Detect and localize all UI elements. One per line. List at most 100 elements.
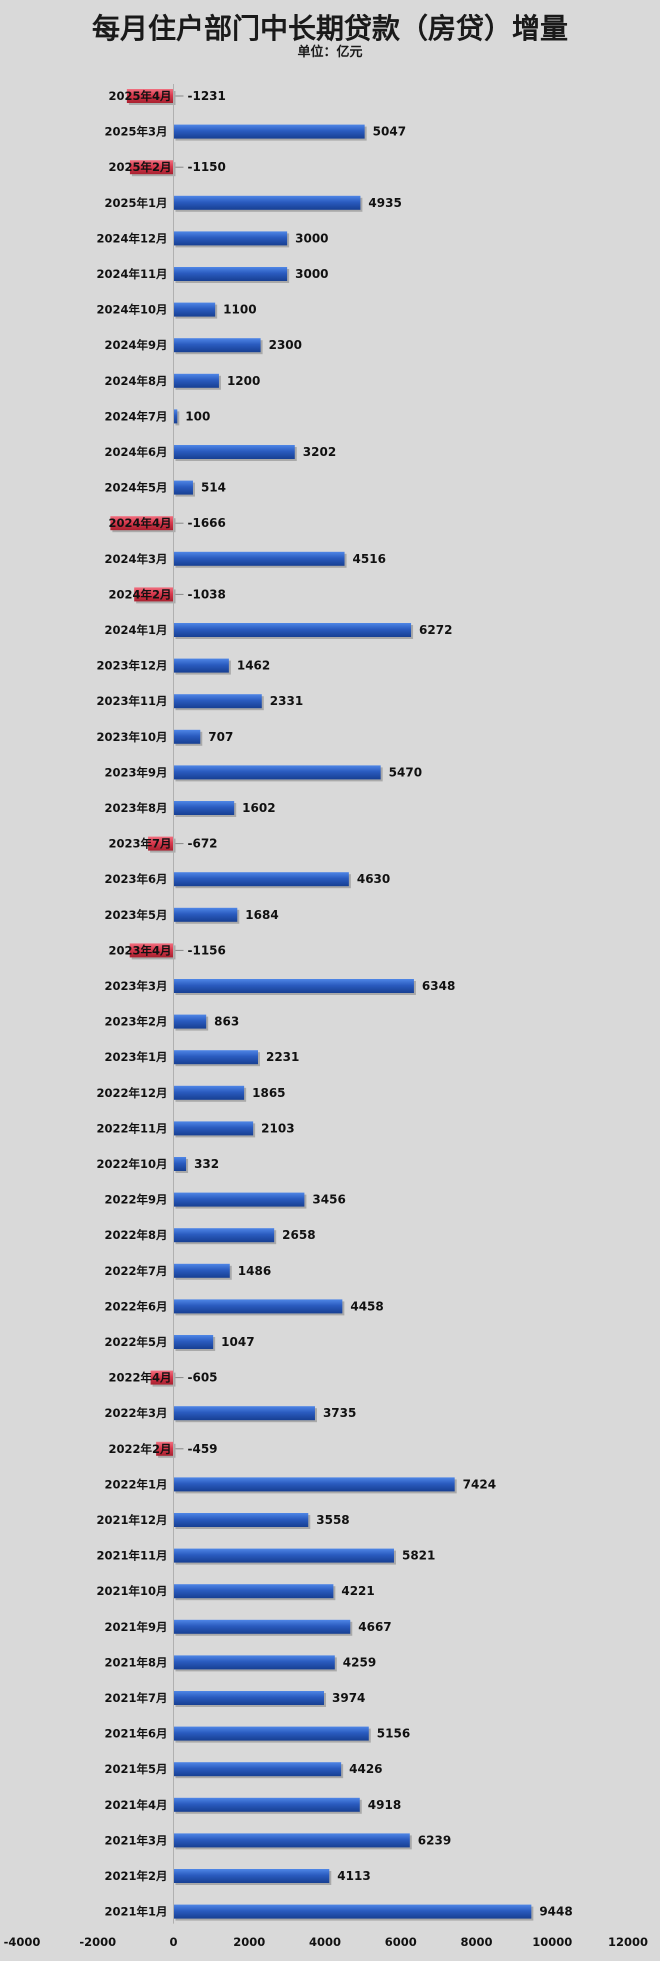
bar-positive (173, 1833, 410, 1848)
category-label: 2022年3月 (104, 1406, 167, 1420)
x-tick-label: 10000 (532, 1935, 572, 1949)
data-label: 2231 (266, 1050, 299, 1064)
data-label: 1047 (221, 1335, 254, 1349)
category-label: 2023年4月 (108, 943, 171, 957)
bar-row: 2021年9月 4667 (104, 1619, 392, 1636)
bar-positive (173, 267, 288, 281)
category-label: 2024年7月 (104, 409, 167, 423)
bar-positive (173, 979, 414, 993)
category-label: 2023年6月 (104, 872, 167, 886)
bar-row: 2024年8月 1200 (104, 373, 260, 390)
category-label: 2023年12月 (96, 659, 167, 673)
data-label: 6348 (422, 979, 455, 993)
category-label: 2023年11月 (96, 694, 167, 708)
category-label: 2024年8月 (104, 374, 167, 388)
category-label: 2023年10月 (96, 730, 167, 744)
category-label: 2022年6月 (104, 1299, 167, 1313)
data-label: 4259 (343, 1655, 376, 1669)
data-label: 4935 (368, 196, 401, 210)
bar-row: 2023年9月 5470 (104, 765, 422, 782)
bar-row: 2021年11月 5821 (96, 1548, 435, 1565)
category-label: 2023年3月 (104, 979, 167, 993)
bar-positive (173, 907, 238, 922)
data-label: 1200 (227, 374, 260, 388)
x-tick-label: 4000 (309, 1935, 341, 1949)
bar-positive (173, 694, 262, 709)
data-label: 3202 (303, 445, 336, 459)
category-label: 2024年2月 (108, 587, 171, 601)
data-label: 4113 (337, 1869, 370, 1883)
data-label: 4667 (358, 1620, 391, 1634)
category-label: 2022年9月 (104, 1193, 167, 1207)
category-label: 2022年7月 (104, 1264, 167, 1278)
x-tick-label: 12000 (608, 1935, 648, 1949)
bar-positive (173, 1477, 455, 1492)
bar-row: 2022年1月 7424 (104, 1477, 496, 1494)
bar-row: 2023年6月 4630 (104, 872, 390, 889)
category-label: 2024年5月 (104, 481, 167, 495)
bar-negative (129, 160, 174, 175)
data-label: 6239 (418, 1833, 451, 1847)
category-label: 2023年7月 (108, 837, 171, 851)
bar-row: 2025年2月 -1150 (108, 160, 226, 177)
bar-row: 2024年7月 100 (104, 409, 210, 426)
bar-row: 2024年5月 514 (104, 480, 226, 497)
data-label: 1684 (245, 908, 278, 922)
x-tick-label: -2000 (79, 1935, 116, 1949)
data-label: -605 (188, 1371, 218, 1385)
bar-row: 2023年10月 707 (96, 729, 233, 746)
x-tick-label: -4000 (4, 1935, 41, 1949)
bar-positive (173, 195, 361, 210)
bar-row: 2023年5月 1684 (104, 907, 279, 924)
bar-positive (173, 1869, 330, 1883)
data-label: 1486 (238, 1264, 271, 1278)
bar-positive (173, 231, 288, 246)
bar-positive (173, 1584, 334, 1599)
bar-row: 2021年3月 6239 (104, 1833, 451, 1850)
bar-positive (173, 1904, 532, 1919)
bar-positive (173, 765, 381, 780)
data-label: 5047 (373, 125, 406, 139)
bar-row: 2021年10月 4221 (96, 1584, 375, 1601)
data-label: -1666 (188, 516, 226, 530)
category-label: 2021年2月 (104, 1869, 167, 1883)
bar-positive (173, 1726, 369, 1741)
data-label: 332 (194, 1157, 219, 1171)
bar-row: 2022年10月 332 (96, 1157, 219, 1173)
data-label: 4458 (350, 1299, 383, 1313)
bar-row: 2024年2月 -1038 (108, 587, 226, 604)
category-label: 2024年1月 (104, 623, 167, 637)
category-label: 2025年4月 (108, 89, 171, 103)
bar-positive (173, 872, 349, 887)
category-label: 2021年11月 (96, 1549, 167, 1563)
x-tick-label: 0 (169, 1935, 177, 1949)
bar-positive (173, 1050, 258, 1065)
bar-positive (173, 1157, 187, 1171)
category-label: 2021年6月 (104, 1727, 167, 1741)
data-label: -1231 (188, 89, 226, 103)
bar-positive (173, 1762, 342, 1777)
bar-row: 2022年4月 -605 (108, 1370, 218, 1387)
category-label: 2023年8月 (104, 801, 167, 815)
category-label: 2022年8月 (104, 1228, 167, 1242)
data-label: -672 (188, 837, 218, 851)
category-label: 2022年4月 (108, 1371, 171, 1385)
x-axis-ticks: -4000 -2000 0 2000 4000 6000 8000 10000 12000 (4, 84, 648, 1949)
bar-negative (150, 1370, 174, 1385)
data-label: 1100 (223, 303, 256, 317)
data-label: 3456 (312, 1193, 345, 1207)
data-label: 4516 (353, 552, 386, 566)
category-label: 2021年9月 (104, 1620, 167, 1634)
category-label: 2023年9月 (104, 765, 167, 779)
data-label: 3974 (332, 1691, 365, 1705)
bar-positive (173, 445, 295, 459)
category-label: 2022年1月 (104, 1477, 167, 1491)
bar-row: 2021年12月 3558 (96, 1513, 350, 1529)
x-tick-label: 6000 (385, 1935, 417, 1949)
bar-negative (129, 943, 174, 958)
data-label: 3558 (316, 1513, 349, 1527)
bar-negative (134, 587, 174, 602)
x-tick-label: 8000 (460, 1935, 492, 1949)
